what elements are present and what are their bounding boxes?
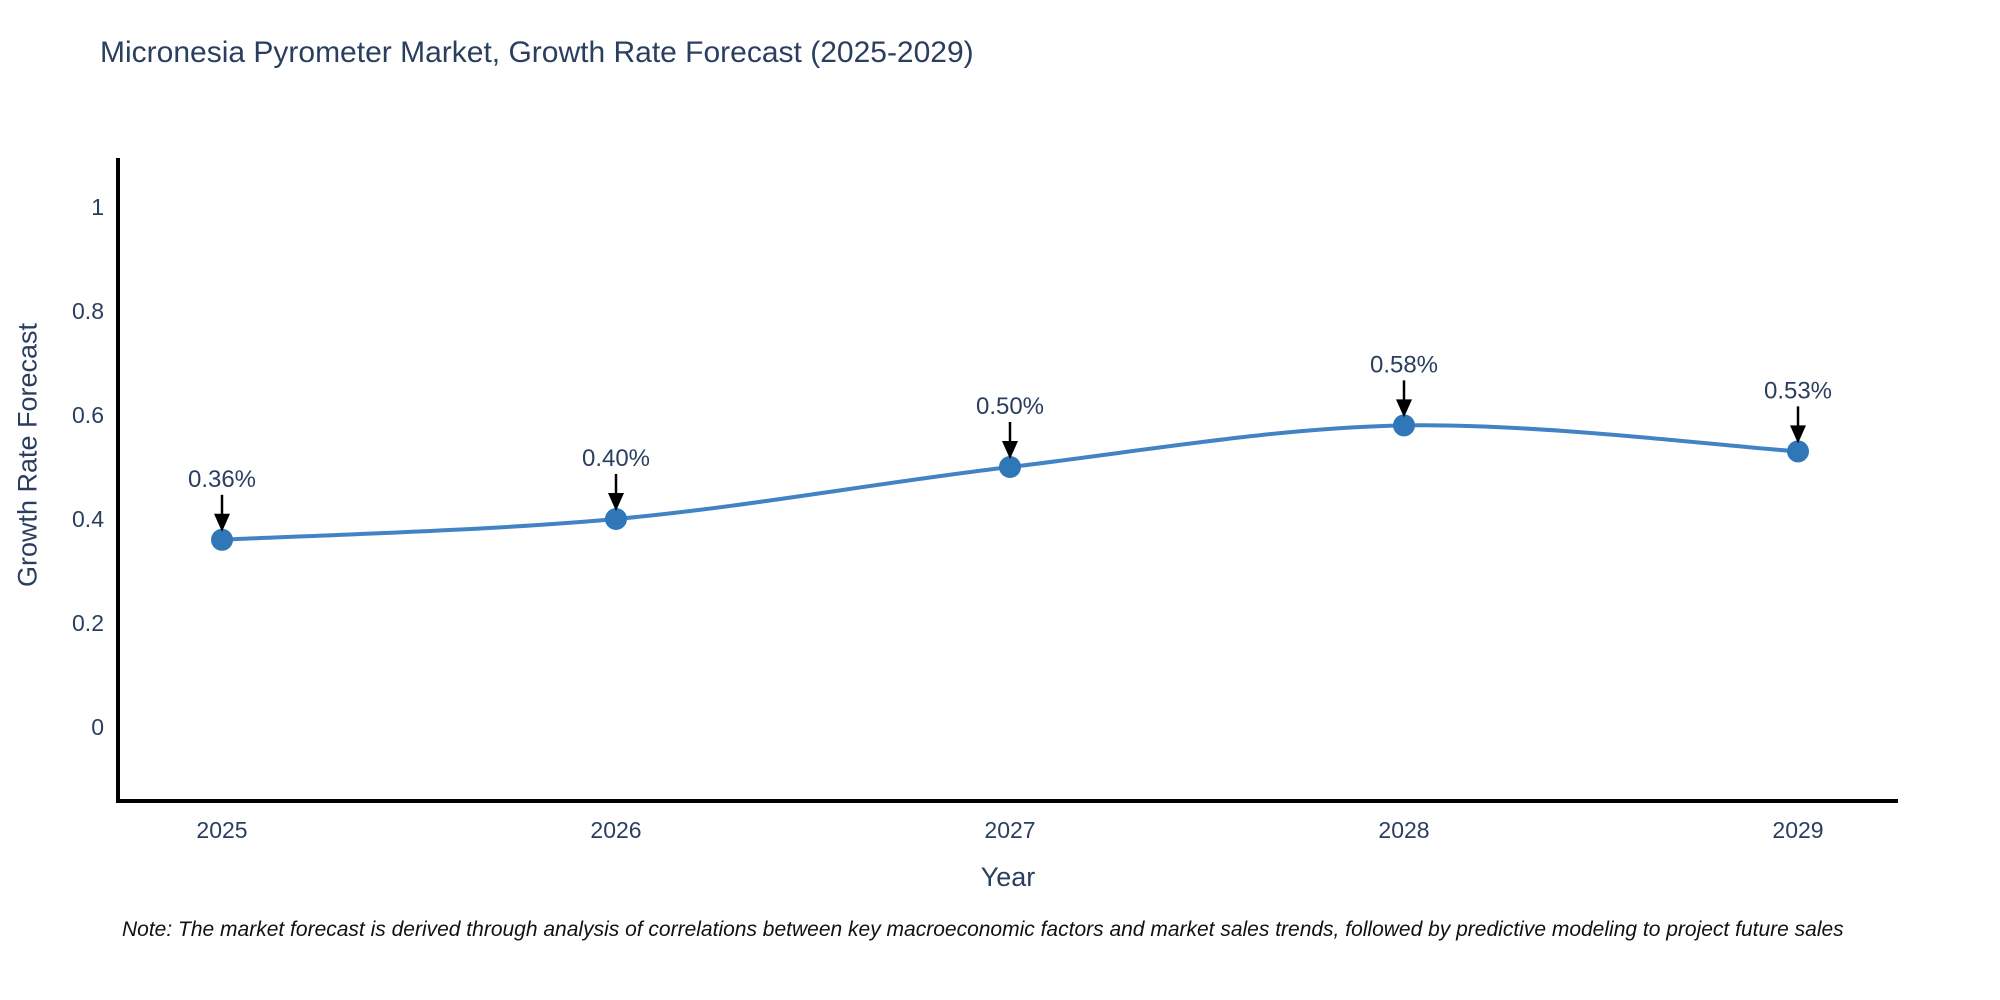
y-tick-label: 0.2 [72,610,104,636]
annotation-arrowhead-icon [1396,399,1412,418]
data-point-label: 0.50% [976,393,1044,420]
annotation-arrowhead-icon [1002,441,1018,459]
x-tick-label: 2026 [590,817,641,843]
data-point-label: 0.36% [188,466,256,493]
annotation-arrowhead-icon [1790,425,1806,444]
annotation-arrowhead-icon [608,493,624,511]
data-point[interactable] [211,528,233,551]
data-point-label: 0.58% [1370,351,1438,378]
x-tick-label: 2025 [196,817,247,843]
data-point-label: 0.53% [1764,377,1832,404]
data-point[interactable] [605,508,627,530]
chart-title: Micronesia Pyrometer Market, Growth Rate… [100,36,974,69]
x-axis-title: Year [980,862,1036,892]
y-tick-label: 0.8 [72,298,104,324]
data-point[interactable] [999,456,1021,478]
y-tick-label: 0 [91,714,104,740]
footnote: Note: The market forecast is derived thr… [122,918,1844,941]
y-tick-label: 0.4 [72,506,104,532]
y-tick-label: 1 [91,194,104,220]
x-tick-label: 2028 [1378,817,1429,843]
x-tick-label: 2029 [1772,817,1823,843]
annotation-arrowhead-icon [214,513,230,532]
data-point-label: 0.40% [582,445,650,472]
data-point[interactable] [1393,414,1415,437]
x-tick-label: 2027 [984,817,1035,843]
y-tick-label: 0.6 [72,402,104,428]
data-point[interactable] [1787,440,1809,463]
